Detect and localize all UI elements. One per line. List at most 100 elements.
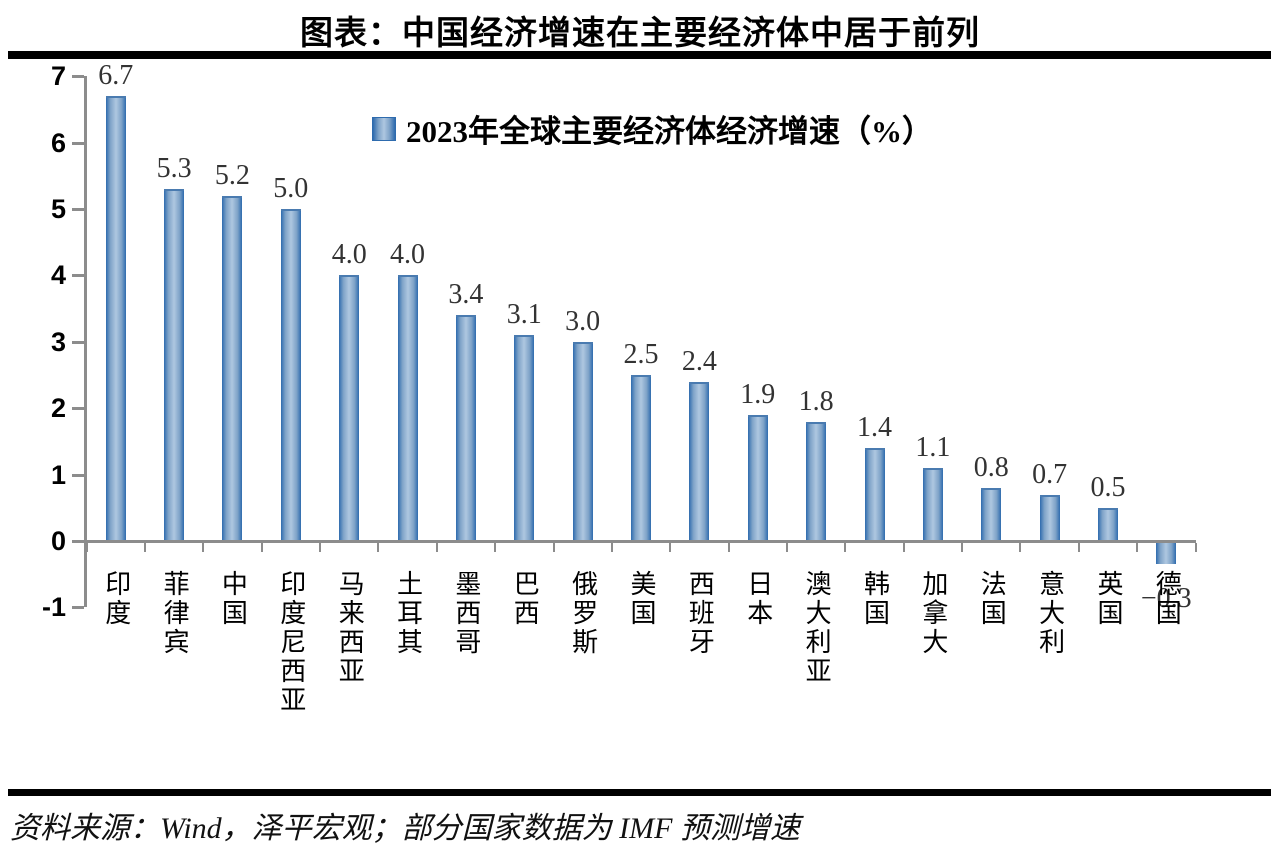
y-axis-tick-label: 2	[50, 393, 66, 424]
y-axis-tick-label: 3	[50, 326, 66, 357]
y-axis-tick-label: 5	[50, 194, 66, 224]
x-axis-tick	[552, 543, 555, 552]
bar	[397, 275, 418, 543]
bar-value-label: 4.0	[331, 239, 367, 271]
legend-swatch-icon	[372, 116, 396, 141]
category-label: 韩国	[860, 570, 890, 628]
x-axis-tick	[1019, 543, 1022, 552]
y-axis-tick	[72, 407, 84, 411]
x-axis-tick	[260, 543, 263, 552]
bar-value-label: 1.9	[740, 378, 776, 410]
category-label: 土耳其	[393, 570, 423, 657]
category-label: 德国	[1152, 570, 1182, 628]
y-axis-tick-label: 4	[50, 260, 66, 291]
legend-label: 2023年全球主要经济体经济增速（%）	[406, 114, 933, 149]
category-label: 菲律宾	[160, 570, 190, 657]
y-axis-tick	[72, 473, 84, 477]
bar-value-label: 3.0	[565, 305, 601, 337]
y-axis-line	[84, 76, 87, 607]
y-axis-tick	[72, 75, 84, 79]
y-axis-tick	[72, 340, 84, 344]
y-axis-tick-label: 0	[50, 526, 66, 556]
category-label: 印度	[101, 570, 131, 628]
category-label: 中国	[218, 570, 248, 628]
category-label: 日本	[743, 570, 773, 628]
y-axis-tick	[72, 141, 84, 145]
x-axis-tick	[1136, 543, 1139, 552]
y-axis-tick-label: 1	[50, 459, 66, 490]
bar-value-label: 5.2	[214, 159, 250, 191]
y-axis-tick	[72, 540, 84, 543]
category-label: 加拿大	[918, 570, 948, 657]
bar-value-label: 1.4	[857, 412, 892, 443]
y-axis-tick	[72, 208, 84, 211]
x-axis-tick	[202, 543, 205, 552]
y-axis-tick	[72, 274, 84, 278]
bar	[339, 275, 360, 543]
category-label: 法国	[977, 570, 1007, 628]
x-axis-tick	[610, 543, 613, 552]
bar-value-label: 6.7	[98, 60, 134, 92]
x-axis-tick	[143, 543, 146, 552]
bar	[1156, 541, 1177, 564]
category-label: 美国	[627, 570, 656, 628]
top-divider-rule	[8, 51, 1271, 59]
bar-value-label: 0.5	[1090, 471, 1126, 503]
bar	[981, 487, 1002, 543]
x-axis-tick	[1077, 543, 1080, 552]
category-label: 意大利	[1035, 570, 1065, 657]
bar-chart: 6.7 印度 5.3 菲律宾 5.2 中国 5.0 印度尼西亚 4.0 马来西亚 4.0 土耳其 3.4…	[0, 60, 1280, 785]
bar	[1039, 494, 1060, 543]
category-label: 墨西哥	[451, 570, 481, 657]
bar-value-label: 5.3	[156, 153, 192, 185]
y-axis-tick-label: 6	[50, 127, 66, 158]
x-axis-tick	[785, 543, 788, 552]
bar-value-label: 0.7	[1032, 458, 1068, 490]
category-label: 巴西	[510, 570, 540, 628]
category-label: 澳大利亚	[802, 570, 832, 686]
bar	[806, 421, 827, 543]
bar	[747, 414, 768, 543]
bar-value-label: 1.1	[915, 432, 951, 463]
x-axis-tick	[844, 543, 847, 552]
page-title: 图表：中国经济增速在主要经济体中居于前列	[300, 16, 980, 52]
bar-value-label: 2.4	[681, 345, 717, 377]
chart-legend: 2023年全球主要经济体经济增速（%）	[372, 106, 933, 151]
bottom-divider-rule	[8, 789, 1271, 796]
x-axis-tick	[319, 543, 321, 552]
bar-value-label: −0.3	[1140, 582, 1192, 614]
x-axis-tick	[1194, 543, 1197, 552]
x-axis-tick	[494, 543, 497, 552]
category-label: 俄罗斯	[568, 570, 598, 657]
bar-value-label: 1.8	[798, 385, 834, 417]
x-axis-tick	[727, 543, 730, 552]
y-axis-tick	[72, 606, 84, 610]
bar	[455, 315, 476, 543]
bar	[164, 189, 185, 543]
category-label: 马来西亚	[335, 570, 365, 686]
bar-value-label: 0.8	[973, 451, 1009, 483]
x-axis-tick	[435, 543, 438, 552]
category-label: 印度尼西亚	[276, 570, 306, 715]
bar	[1098, 507, 1118, 543]
bar	[222, 195, 243, 543]
bar-value-label: 3.4	[448, 279, 484, 311]
bar	[922, 468, 943, 543]
bar	[631, 375, 651, 543]
x-axis-tick	[377, 543, 380, 552]
x-axis-line	[84, 540, 1196, 543]
y-axis-tick-label: -1	[41, 592, 66, 623]
category-label: 英国	[1094, 570, 1123, 628]
bar-value-label: 4.0	[390, 239, 425, 271]
bar	[689, 381, 710, 543]
category-label: 西班牙	[685, 570, 715, 657]
bar-value-label: 5.0	[273, 173, 309, 204]
bar-value-label: 3.1	[506, 299, 542, 331]
bar-value-label: 2.5	[623, 339, 659, 370]
source-note: 资料来源：Wind，泽平宏观；部分国家数据为 IMF 预测增速	[10, 812, 800, 845]
bar	[572, 341, 593, 543]
bar	[280, 209, 301, 543]
x-axis-tick	[85, 543, 88, 552]
bar	[864, 448, 885, 543]
